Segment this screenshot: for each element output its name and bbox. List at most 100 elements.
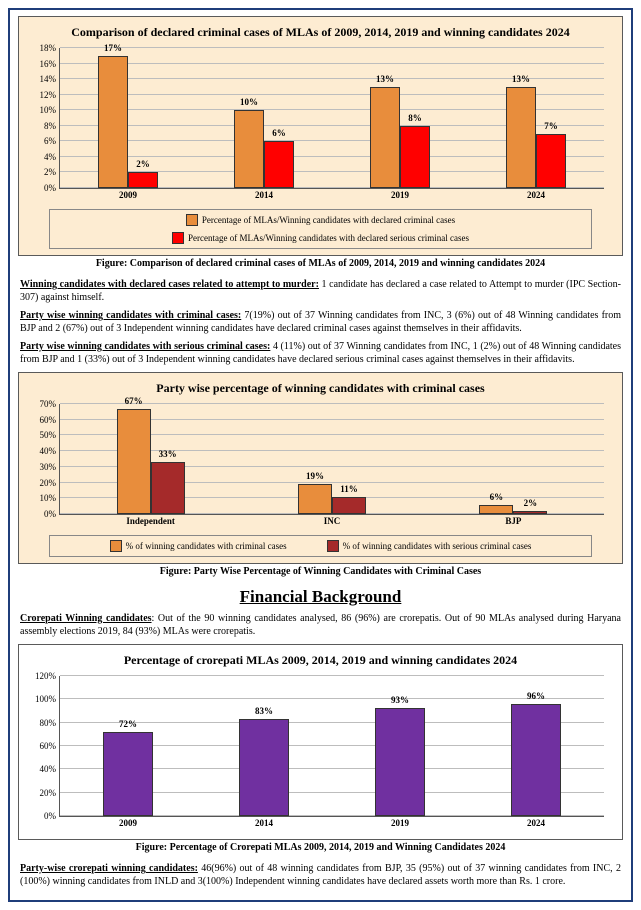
ytick: 0% bbox=[44, 811, 60, 821]
bar: 72% bbox=[103, 732, 153, 816]
paragraph-partywise-crorepati: Party-wise crorepati winning candidates:… bbox=[20, 863, 621, 888]
legend-label: Percentage of MLAs/Winning candidates wi… bbox=[188, 233, 469, 243]
legend-item: Percentage of MLAs/Winning candidates wi… bbox=[186, 214, 455, 226]
bar-group: 96% bbox=[511, 704, 561, 816]
bar-value-label: 83% bbox=[255, 706, 273, 716]
bar: 6% bbox=[479, 505, 513, 514]
ytick: 100% bbox=[35, 694, 60, 704]
bar: 96% bbox=[511, 704, 561, 816]
bar-group: 13%7% bbox=[506, 87, 566, 188]
chart1-title: Comparison of declared criminal cases of… bbox=[29, 25, 612, 40]
ytick: 2% bbox=[44, 167, 60, 177]
bar-value-label: 8% bbox=[408, 113, 422, 123]
ytick: 60% bbox=[40, 415, 61, 425]
bar-value-label: 72% bbox=[119, 719, 137, 729]
ytick: 60% bbox=[40, 741, 61, 751]
bar-value-label: 13% bbox=[376, 74, 394, 84]
legend-item: Percentage of MLAs/Winning candidates wi… bbox=[172, 232, 469, 244]
chart2-title: Party wise percentage of winning candida… bbox=[29, 381, 612, 396]
legend-label: % of winning candidates with criminal ca… bbox=[126, 541, 287, 551]
para-lead: Crorepati Winning candidates bbox=[20, 613, 152, 624]
bar: 2% bbox=[128, 172, 158, 188]
bar: 6% bbox=[264, 141, 294, 188]
para-lead: Party wise winning candidates with serio… bbox=[20, 341, 270, 352]
xtick: 2019 bbox=[391, 816, 409, 828]
bar-value-label: 10% bbox=[240, 97, 258, 107]
xtick: 2009 bbox=[119, 816, 137, 828]
paragraph-partywise-serious: Party wise winning candidates with serio… bbox=[20, 341, 621, 366]
bar-group: 67%33% bbox=[117, 409, 185, 514]
bar-value-label: 6% bbox=[272, 128, 286, 138]
legend-label: % of winning candidates with serious cri… bbox=[343, 541, 532, 551]
xtick: INC bbox=[324, 514, 341, 526]
bar-value-label: 2% bbox=[524, 498, 538, 508]
ytick: 10% bbox=[40, 105, 61, 115]
chart3-title: Percentage of crorepati MLAs 2009, 2014,… bbox=[29, 653, 612, 668]
bar: 19% bbox=[298, 484, 332, 514]
bar: 13% bbox=[506, 87, 536, 188]
bar: 8% bbox=[400, 126, 430, 188]
ytick: 0% bbox=[44, 183, 60, 193]
bar: 93% bbox=[375, 708, 425, 817]
chart1-plot: 0%2%4%6%8%10%12%14%16%18%17%2%200910%6%2… bbox=[59, 48, 604, 189]
xtick: Independent bbox=[126, 514, 175, 526]
bar-value-label: 6% bbox=[490, 492, 504, 502]
chart3-caption: Figure: Percentage of Crorepati MLAs 200… bbox=[18, 842, 623, 853]
bar-group: 13%8% bbox=[370, 87, 430, 188]
bar: 67% bbox=[117, 409, 151, 514]
partywise-chart: Party wise percentage of winning candida… bbox=[18, 372, 623, 564]
legend-label: Percentage of MLAs/Winning candidates wi… bbox=[202, 215, 455, 225]
bar: 13% bbox=[370, 87, 400, 188]
crorepati-chart: Percentage of crorepati MLAs 2009, 2014,… bbox=[18, 644, 623, 840]
xtick: 2014 bbox=[255, 816, 273, 828]
bar-value-label: 11% bbox=[340, 484, 358, 494]
bar-value-label: 2% bbox=[136, 159, 150, 169]
bar-value-label: 93% bbox=[391, 695, 409, 705]
ytick: 20% bbox=[40, 788, 61, 798]
para-lead: Winning candidates with declared cases r… bbox=[20, 279, 319, 290]
bar-group: 10%6% bbox=[234, 110, 294, 188]
ytick: 18% bbox=[40, 43, 61, 53]
bar: 10% bbox=[234, 110, 264, 188]
ytick: 40% bbox=[40, 764, 61, 774]
paragraph-partywise-criminal: Party wise winning candidates with crimi… bbox=[20, 310, 621, 335]
ytick: 120% bbox=[35, 671, 60, 681]
chart1-caption: Figure: Comparison of declared criminal … bbox=[18, 258, 623, 269]
ytick: 8% bbox=[44, 121, 60, 131]
bar: 33% bbox=[151, 462, 185, 514]
criminal-cases-chart: Comparison of declared criminal cases of… bbox=[18, 16, 623, 256]
ytick: 50% bbox=[40, 430, 61, 440]
bar-group: 83% bbox=[239, 719, 289, 816]
ytick: 70% bbox=[40, 399, 61, 409]
legend-swatch bbox=[186, 214, 198, 226]
ytick: 40% bbox=[40, 446, 61, 456]
page-container: Comparison of declared criminal cases of… bbox=[8, 8, 633, 902]
xtick: 2024 bbox=[527, 816, 545, 828]
xtick: 2019 bbox=[391, 188, 409, 200]
bar-group: 6%2% bbox=[479, 505, 547, 514]
legend-swatch bbox=[172, 232, 184, 244]
chart2-caption: Figure: Party Wise Percentage of Winning… bbox=[18, 566, 623, 577]
legend-swatch bbox=[110, 540, 122, 552]
xtick: BJP bbox=[505, 514, 521, 526]
bar-value-label: 13% bbox=[512, 74, 530, 84]
legend-swatch bbox=[327, 540, 339, 552]
ytick: 6% bbox=[44, 136, 60, 146]
chart2-legend: % of winning candidates with criminal ca… bbox=[49, 535, 592, 557]
para-lead: Party-wise crorepati winning candidates: bbox=[20, 863, 198, 874]
bar: 17% bbox=[98, 56, 128, 188]
xtick: 2009 bbox=[119, 188, 137, 200]
ytick: 4% bbox=[44, 152, 60, 162]
bar-group: 19% 11% bbox=[298, 484, 366, 514]
ytick: 0% bbox=[44, 509, 60, 519]
bar-group: 72% bbox=[103, 732, 153, 816]
chart1-legend: Percentage of MLAs/Winning candidates wi… bbox=[49, 209, 592, 249]
legend-item: % of winning candidates with criminal ca… bbox=[110, 540, 287, 552]
ytick: 20% bbox=[40, 478, 61, 488]
ytick: 10% bbox=[40, 493, 61, 503]
bar-value-label: 33% bbox=[159, 449, 177, 459]
xtick: 2014 bbox=[255, 188, 273, 200]
bar-value-label: 19% bbox=[306, 471, 324, 481]
para-lead: Party wise winning candidates with crimi… bbox=[20, 310, 241, 321]
bar-group: 93% bbox=[375, 708, 425, 817]
